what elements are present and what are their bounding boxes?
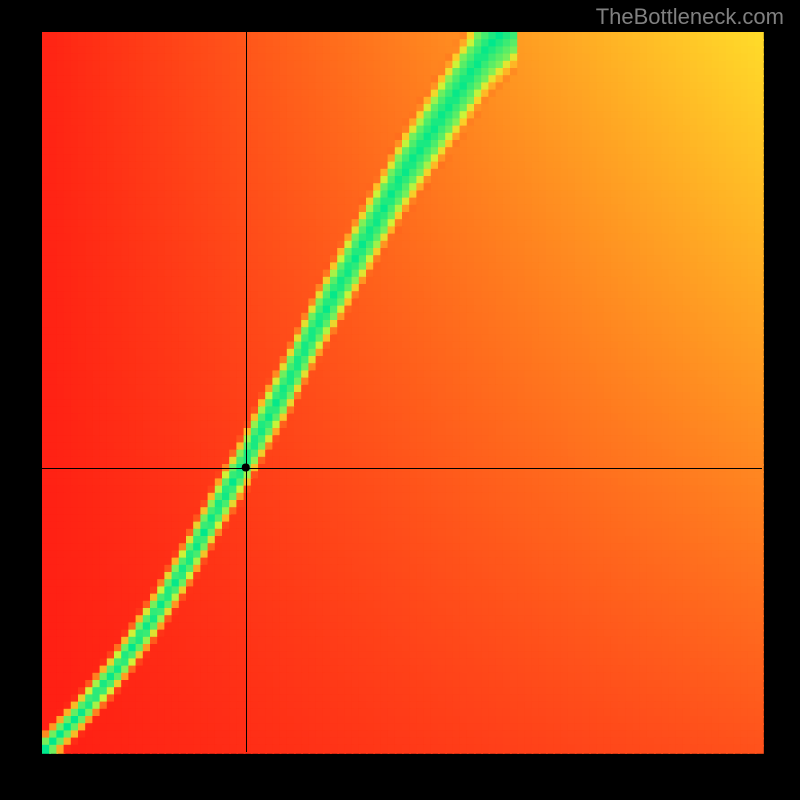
watermark-text: TheBottleneck.com [596,4,784,30]
chart-container: TheBottleneck.com [0,0,800,800]
heatmap-canvas [0,0,800,800]
